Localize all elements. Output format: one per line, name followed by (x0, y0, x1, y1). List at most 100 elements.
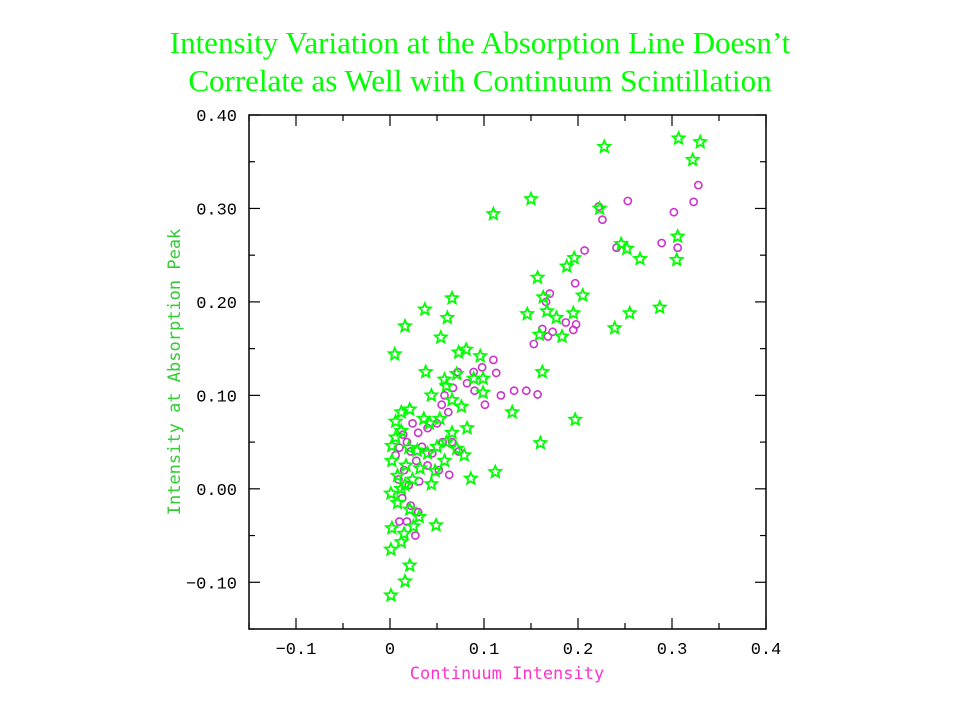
star-point (596, 138, 613, 154)
star-point (458, 419, 476, 435)
circle-point (447, 437, 457, 447)
star-point (396, 476, 414, 492)
x-tick-label: 0.3 (657, 641, 688, 660)
circle-point (568, 325, 578, 335)
star-point (531, 326, 548, 342)
star-point (443, 424, 461, 440)
star-point (534, 363, 551, 379)
circle-point (545, 289, 555, 298)
star-point (474, 384, 492, 400)
circle-point (669, 207, 679, 217)
star-point (421, 414, 438, 431)
star-point (606, 319, 623, 335)
plot-frame (248, 114, 767, 630)
slide-title-line-1: Intensity Variation at the Absorption Li… (169, 25, 791, 60)
star-point (410, 508, 428, 524)
star-point (423, 386, 440, 403)
x-tick-label: 0 (385, 641, 395, 660)
star-point (400, 439, 417, 455)
star-point (417, 363, 434, 379)
star-point (535, 288, 552, 305)
circle-point (623, 196, 633, 206)
circle-point (561, 318, 571, 327)
star-point (419, 444, 436, 461)
star-point (504, 403, 521, 420)
circle-point (394, 443, 404, 453)
star-point (382, 484, 399, 501)
circle-point (413, 507, 423, 517)
star-point (411, 459, 429, 476)
slide-title: Intensity Variation at the Absorption Li… (0, 24, 960, 100)
circle-point (488, 355, 498, 365)
x-axis-label: Continuum Intensity (410, 664, 604, 684)
circle-point (408, 418, 417, 428)
star-point (448, 440, 465, 456)
star-point (631, 250, 649, 266)
star-point (522, 190, 540, 206)
circle-point (406, 501, 416, 511)
star-point (443, 391, 461, 408)
star-point (529, 269, 546, 285)
circle-point (444, 470, 454, 480)
circle-point (437, 400, 447, 410)
star-point (393, 403, 410, 420)
y-tick-label: −0.10 (186, 575, 237, 594)
star-point (395, 525, 413, 541)
star-point (401, 500, 418, 517)
star-point (404, 470, 421, 487)
star-point (591, 199, 608, 216)
circle-point (413, 428, 423, 438)
star-point (432, 328, 449, 345)
circle-point (443, 407, 453, 417)
circle-point (598, 215, 607, 225)
circle-point (477, 362, 487, 372)
star-point (472, 347, 489, 364)
circle-point (570, 278, 580, 288)
star-point (387, 412, 404, 429)
y-tick-label: 0.30 (196, 201, 237, 220)
star-point (443, 289, 461, 306)
star-point (382, 541, 400, 557)
star-point (462, 469, 479, 486)
star-point (426, 462, 444, 478)
star-point (383, 437, 401, 453)
star-point (487, 463, 504, 479)
star-point (431, 410, 448, 426)
star-point (457, 341, 475, 357)
star-point (448, 365, 465, 381)
star-point (436, 452, 453, 468)
circle-point (509, 386, 519, 396)
circle-point (521, 386, 531, 396)
star-point (427, 516, 445, 533)
star-point (456, 446, 473, 463)
circle-point (548, 327, 558, 337)
star-point (684, 151, 701, 167)
star-point (553, 327, 571, 344)
circle-point (394, 517, 404, 526)
star-point (389, 467, 406, 483)
star-point (438, 377, 455, 393)
star-point (397, 456, 415, 473)
x-tick-label: 0.4 (751, 641, 782, 660)
circle-point (693, 180, 703, 190)
y-axis-label: Intensity at Absorption Peak (165, 229, 185, 516)
star-point (669, 227, 686, 244)
star-point (621, 304, 638, 320)
circle-point (469, 367, 479, 377)
star-point (565, 304, 582, 320)
star-point (416, 300, 433, 317)
star-point (409, 441, 426, 458)
circle-point (480, 400, 490, 410)
star-point (548, 309, 565, 325)
star-point (453, 398, 470, 414)
circle-point (673, 243, 683, 253)
star-point (396, 317, 414, 334)
star-point (389, 494, 406, 510)
y-tick-label: 0.10 (196, 388, 237, 407)
star-point (485, 205, 502, 221)
star-point (383, 452, 401, 468)
star-point (574, 286, 591, 303)
x-tick-label: −0.1 (276, 641, 317, 660)
star-point (538, 302, 556, 319)
